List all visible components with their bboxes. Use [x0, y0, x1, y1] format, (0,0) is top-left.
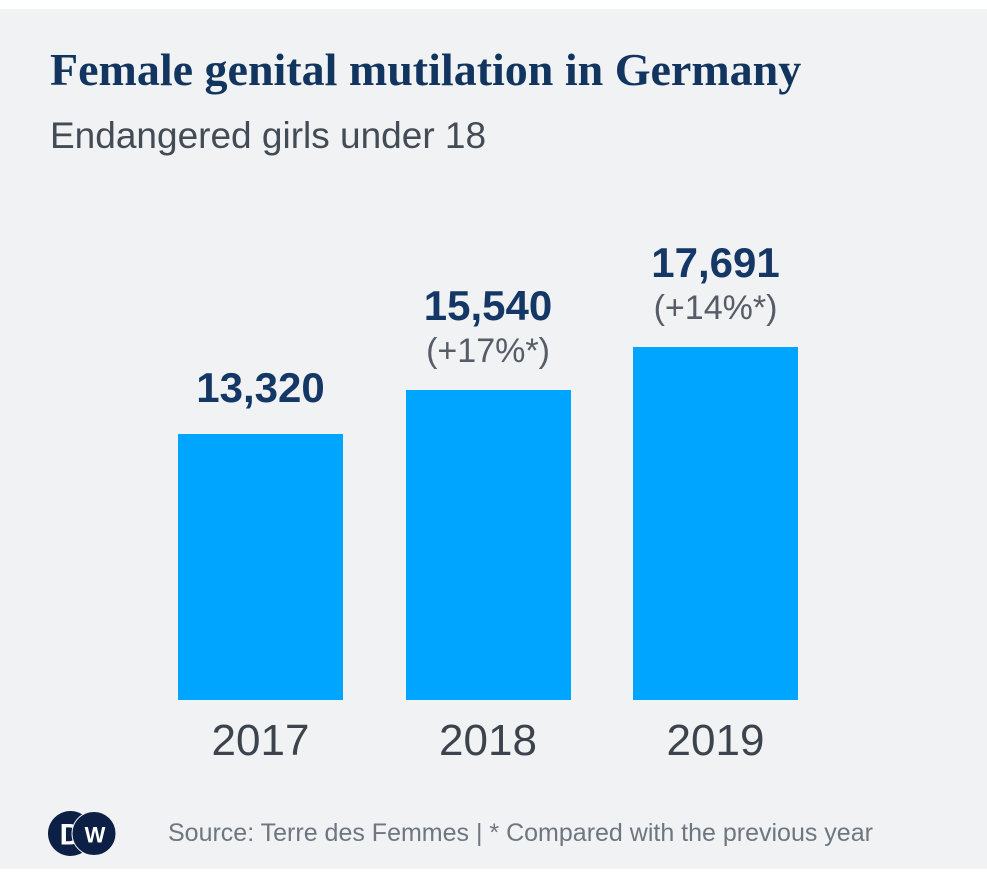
- bar-change-label: (+14%*): [653, 289, 778, 328]
- bar-2017: [178, 434, 343, 700]
- bar-group-2018: 15,540 (+17%*): [405, 282, 571, 700]
- infographic-canvas: Female genital mutilation in Germany End…: [0, 9, 987, 869]
- bar-group-2017: 13,320: [178, 363, 343, 700]
- source-note: Source: Terre des Femmes | * Compared wi…: [168, 819, 873, 847]
- x-axis-labels: 2017 2018 2019: [178, 709, 798, 765]
- bar-value-label: 17,691: [651, 239, 780, 287]
- x-axis-label-2019: 2019: [666, 716, 765, 765]
- footer: D W Source: Terre des Femmes | * Compare…: [48, 809, 948, 857]
- bar-chart: 13,320 15,540 (+17%*) 17,691 (+14%*): [178, 9, 798, 700]
- bar-value-label: 15,540: [423, 282, 553, 330]
- x-axis-label-2017: 2017: [211, 716, 310, 765]
- bar-2019: [633, 347, 798, 700]
- bar-group-2019: 17,691 (+14%*): [633, 239, 798, 700]
- page-title: Female genital mutilation in Germany: [50, 44, 802, 95]
- bar-value-label: 13,320: [196, 363, 325, 411]
- x-axis-label-2018: 2018: [439, 716, 537, 765]
- dw-logo-icon: D W: [48, 810, 116, 856]
- header: Female genital mutilation in Germany End…: [50, 44, 940, 158]
- page-subtitle: Endangered girls under 18: [50, 114, 487, 156]
- dw-logo-letter-w: W: [85, 822, 106, 847]
- bar-change-label: (+17%*): [426, 332, 550, 371]
- bar-2018: [405, 390, 571, 700]
